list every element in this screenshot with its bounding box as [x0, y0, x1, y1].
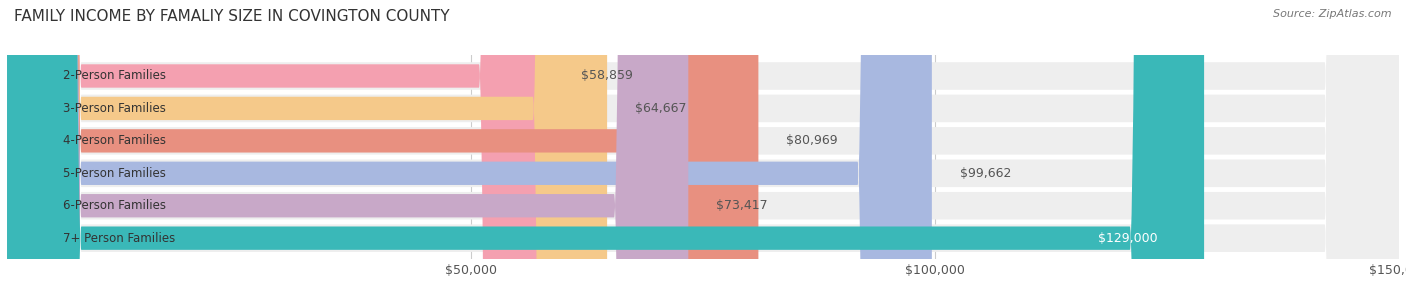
- FancyBboxPatch shape: [7, 0, 932, 305]
- Text: 5-Person Families: 5-Person Families: [63, 167, 166, 180]
- Text: $80,969: $80,969: [786, 135, 838, 147]
- FancyBboxPatch shape: [7, 0, 1399, 305]
- Text: 3-Person Families: 3-Person Families: [63, 102, 166, 115]
- Text: 2-Person Families: 2-Person Families: [63, 70, 166, 82]
- Text: 7+ Person Families: 7+ Person Families: [63, 232, 174, 245]
- Text: FAMILY INCOME BY FAMALIY SIZE IN COVINGTON COUNTY: FAMILY INCOME BY FAMALIY SIZE IN COVINGT…: [14, 9, 450, 24]
- FancyBboxPatch shape: [7, 0, 758, 305]
- FancyBboxPatch shape: [7, 0, 1399, 305]
- FancyBboxPatch shape: [7, 0, 689, 305]
- FancyBboxPatch shape: [7, 0, 1399, 305]
- FancyBboxPatch shape: [7, 0, 1399, 305]
- FancyBboxPatch shape: [7, 0, 607, 305]
- Text: $73,417: $73,417: [716, 199, 768, 212]
- Text: $99,662: $99,662: [960, 167, 1011, 180]
- Text: $64,667: $64,667: [636, 102, 686, 115]
- FancyBboxPatch shape: [7, 0, 1399, 305]
- Text: $58,859: $58,859: [581, 70, 633, 82]
- FancyBboxPatch shape: [7, 0, 1399, 305]
- Text: $129,000: $129,000: [1098, 232, 1157, 245]
- FancyBboxPatch shape: [7, 0, 1204, 305]
- FancyBboxPatch shape: [7, 0, 553, 305]
- Text: 6-Person Families: 6-Person Families: [63, 199, 166, 212]
- Text: Source: ZipAtlas.com: Source: ZipAtlas.com: [1274, 9, 1392, 19]
- Text: 4-Person Families: 4-Person Families: [63, 135, 166, 147]
